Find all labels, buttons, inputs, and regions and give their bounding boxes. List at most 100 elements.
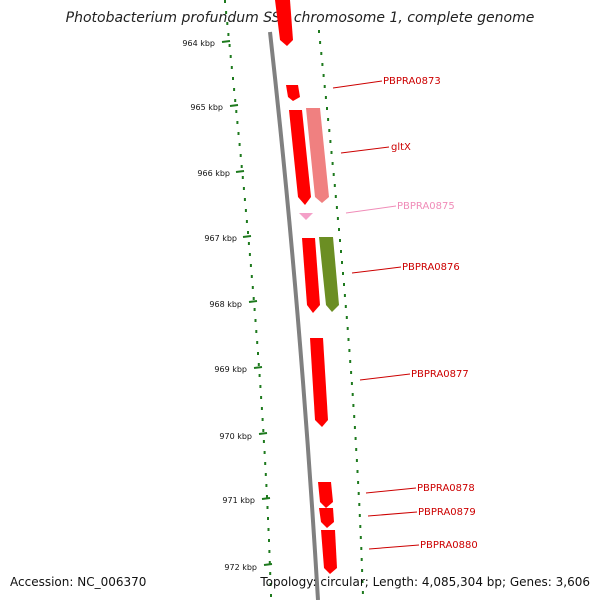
guide-dot xyxy=(344,305,347,308)
tick-mark xyxy=(261,497,271,500)
guide-dot xyxy=(349,360,352,363)
guide-dot xyxy=(233,88,236,91)
guide-dot xyxy=(328,129,331,132)
gene-arrow-gltx-inner[interactable] xyxy=(289,110,311,205)
gene-arrow-gltx[interactable] xyxy=(306,108,329,203)
guide-dot xyxy=(232,77,234,80)
gene-labels: PBPRA0873 gltX PBPRA0875 PBPRA0876 PBPRA… xyxy=(383,76,478,551)
guide-dot xyxy=(321,63,324,66)
gene-arrow-pbpra0875[interactable] xyxy=(299,213,313,220)
guide-dot xyxy=(229,55,232,58)
gene-arrow-pbpra0878[interactable] xyxy=(318,482,333,508)
gene-label[interactable]: PBPRA0878 xyxy=(417,483,475,494)
guide-dot xyxy=(318,30,320,33)
guide-dot xyxy=(329,140,332,143)
gene-label[interactable]: gltX xyxy=(391,142,411,153)
guide-dot xyxy=(319,41,322,44)
guide-dot xyxy=(355,459,358,462)
guide-dot xyxy=(343,294,346,297)
gene-arrow[interactable] xyxy=(275,0,293,46)
guide-dot xyxy=(360,547,363,550)
guide-dot xyxy=(234,99,237,102)
guide-dot xyxy=(338,228,340,231)
guide-dot xyxy=(354,437,357,440)
gene-arrow-pbpra0873[interactable] xyxy=(286,85,300,101)
guide-dot xyxy=(262,429,265,432)
gene-arrow-pbpra0876[interactable] xyxy=(319,237,339,312)
guide-dot xyxy=(358,503,361,506)
topology-text: Topology: circular; Length: 4,085,304 bp… xyxy=(260,575,590,589)
tick-mark xyxy=(248,300,258,303)
guide-dot xyxy=(352,404,355,407)
guide-dot xyxy=(332,173,335,176)
guide-dot xyxy=(240,165,243,168)
guide-dot xyxy=(333,184,336,187)
guide-dot xyxy=(224,0,226,3)
tick-label: 969 kbp xyxy=(214,365,247,374)
guide-dot xyxy=(353,426,356,429)
outer-dotted-guide xyxy=(318,30,364,594)
tick-group: 964 kbp 965 kbp 966 kbp 967 kbp 968 kbp … xyxy=(182,39,273,572)
tick-mark xyxy=(242,235,252,238)
map-title: Photobacterium profundum SS9 chromosome … xyxy=(65,10,535,26)
guide-dot xyxy=(250,275,253,278)
gene-arrow-pbpra0880[interactable] xyxy=(321,530,337,574)
tick-mark xyxy=(253,366,263,369)
accession-text: Accession: NC_006370 xyxy=(10,575,147,589)
guide-dot xyxy=(257,352,259,355)
guide-dot xyxy=(269,572,272,575)
leader-line xyxy=(332,80,383,89)
guide-dot xyxy=(270,594,272,597)
guide-dot xyxy=(228,44,231,47)
gene-arrow-pbpra0876-inner[interactable] xyxy=(302,238,320,313)
gene-arrow-pbpra0877[interactable] xyxy=(310,338,328,427)
guide-dot xyxy=(361,580,364,583)
guide-dot xyxy=(247,242,250,245)
guide-dot xyxy=(259,385,262,388)
guide-dot xyxy=(356,470,359,473)
tick-mark xyxy=(235,170,245,173)
guide-dot xyxy=(341,261,343,264)
guide-dot xyxy=(320,52,323,55)
guide-dot xyxy=(340,250,342,253)
guide-dot xyxy=(243,198,246,201)
guide-dot xyxy=(357,481,360,484)
guide-dot xyxy=(334,195,337,198)
guide-dot xyxy=(336,217,339,220)
guide-dot xyxy=(256,341,259,344)
gene-label[interactable]: PBPRA0880 xyxy=(420,540,478,551)
guide-dot xyxy=(251,286,254,289)
guide-dot xyxy=(345,316,348,319)
gene-label[interactable]: PBPRA0877 xyxy=(411,369,469,380)
tick-label: 971 kbp xyxy=(222,496,255,505)
guide-dot xyxy=(260,407,263,410)
guide-dot xyxy=(359,525,362,528)
guide-dot xyxy=(242,187,245,190)
guide-dot xyxy=(330,151,333,154)
guide-dot xyxy=(239,154,242,157)
guide-dot xyxy=(347,338,350,341)
guide-dot xyxy=(335,206,338,209)
gene-label[interactable]: PBPRA0879 xyxy=(418,507,476,518)
tick-label: 972 kbp xyxy=(224,563,257,572)
tick-mark xyxy=(263,563,273,566)
gene-label[interactable]: PBPRA0876 xyxy=(402,262,460,273)
guide-dot xyxy=(236,121,239,124)
tick-label: 968 kbp xyxy=(209,300,242,309)
tick-label: 967 kbp xyxy=(204,234,237,243)
guide-dot xyxy=(361,569,364,572)
guide-dot xyxy=(235,110,238,113)
leader-line xyxy=(367,511,418,517)
guide-dot xyxy=(230,66,233,69)
guide-dot xyxy=(355,448,358,451)
gene-label[interactable]: PBPRA0873 xyxy=(383,76,441,87)
guide-dot xyxy=(348,349,351,352)
guide-dot xyxy=(360,558,363,561)
guide-dot xyxy=(260,396,263,399)
guide-dot xyxy=(257,363,260,366)
gene-label[interactable]: PBPRA0875 xyxy=(397,201,455,212)
tick-label: 965 kbp xyxy=(190,103,223,112)
guide-dot xyxy=(252,297,255,300)
guide-dot xyxy=(253,308,256,311)
gene-arrow-pbpra0879[interactable] xyxy=(319,508,334,528)
